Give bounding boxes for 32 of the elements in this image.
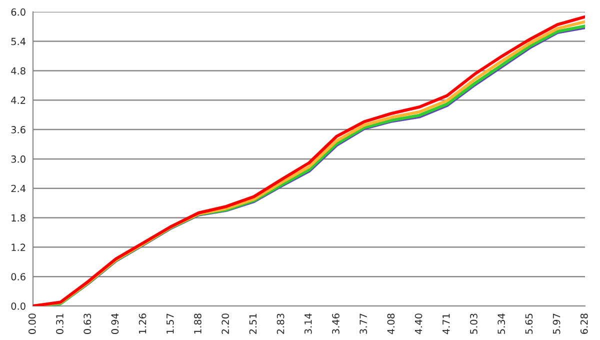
x-tick-label: 0.31 <box>56 314 64 334</box>
y-tick-label: 4.2 <box>11 96 26 104</box>
x-tick-label: 2.20 <box>222 314 230 334</box>
y-tick-label: 5.4 <box>11 38 26 46</box>
x-tick-label: 0.63 <box>84 314 92 334</box>
x-tick-label: 5.34 <box>498 313 506 334</box>
y-tick-label: 4.8 <box>11 67 26 75</box>
x-tick-label: 3.77 <box>360 314 368 334</box>
x-tick-label: 2.83 <box>276 314 284 334</box>
x-tick-label: 3.46 <box>332 314 340 334</box>
x-tick-label: 3.14 <box>304 313 312 334</box>
x-tick-label: 4.40 <box>414 314 422 334</box>
y-tick-label: 1.2 <box>12 244 26 251</box>
y-tick-label: 0.6 <box>11 273 26 280</box>
x-tick-label: 0.94 <box>111 313 119 334</box>
x-tick-label: 4.71 <box>442 314 450 334</box>
x-tick-label: 5.65 <box>525 314 533 334</box>
x-tick-label: 5.97 <box>552 314 560 334</box>
y-tick-label: 6.0 <box>11 8 26 16</box>
x-tick-label: 1.26 <box>138 314 146 334</box>
y-tick-label: 3.0 <box>11 155 26 163</box>
x-tick-label: 1.57 <box>166 314 174 334</box>
y-tick-label: 2.4 <box>11 184 26 192</box>
x-tick-label: 4.08 <box>387 314 395 334</box>
x-tick-label: 1.88 <box>194 314 202 334</box>
x-tick-label: 6.28 <box>580 314 588 334</box>
x-tick-label: 2.51 <box>249 314 257 334</box>
x-tick-label: 0.00 <box>28 314 36 334</box>
y-tick-label: 0.0 <box>11 302 26 310</box>
y-tick-label: 1.8 <box>12 214 26 222</box>
x-tick-label: 5.03 <box>470 314 478 334</box>
y-tick-label: 3.6 <box>11 126 26 134</box>
